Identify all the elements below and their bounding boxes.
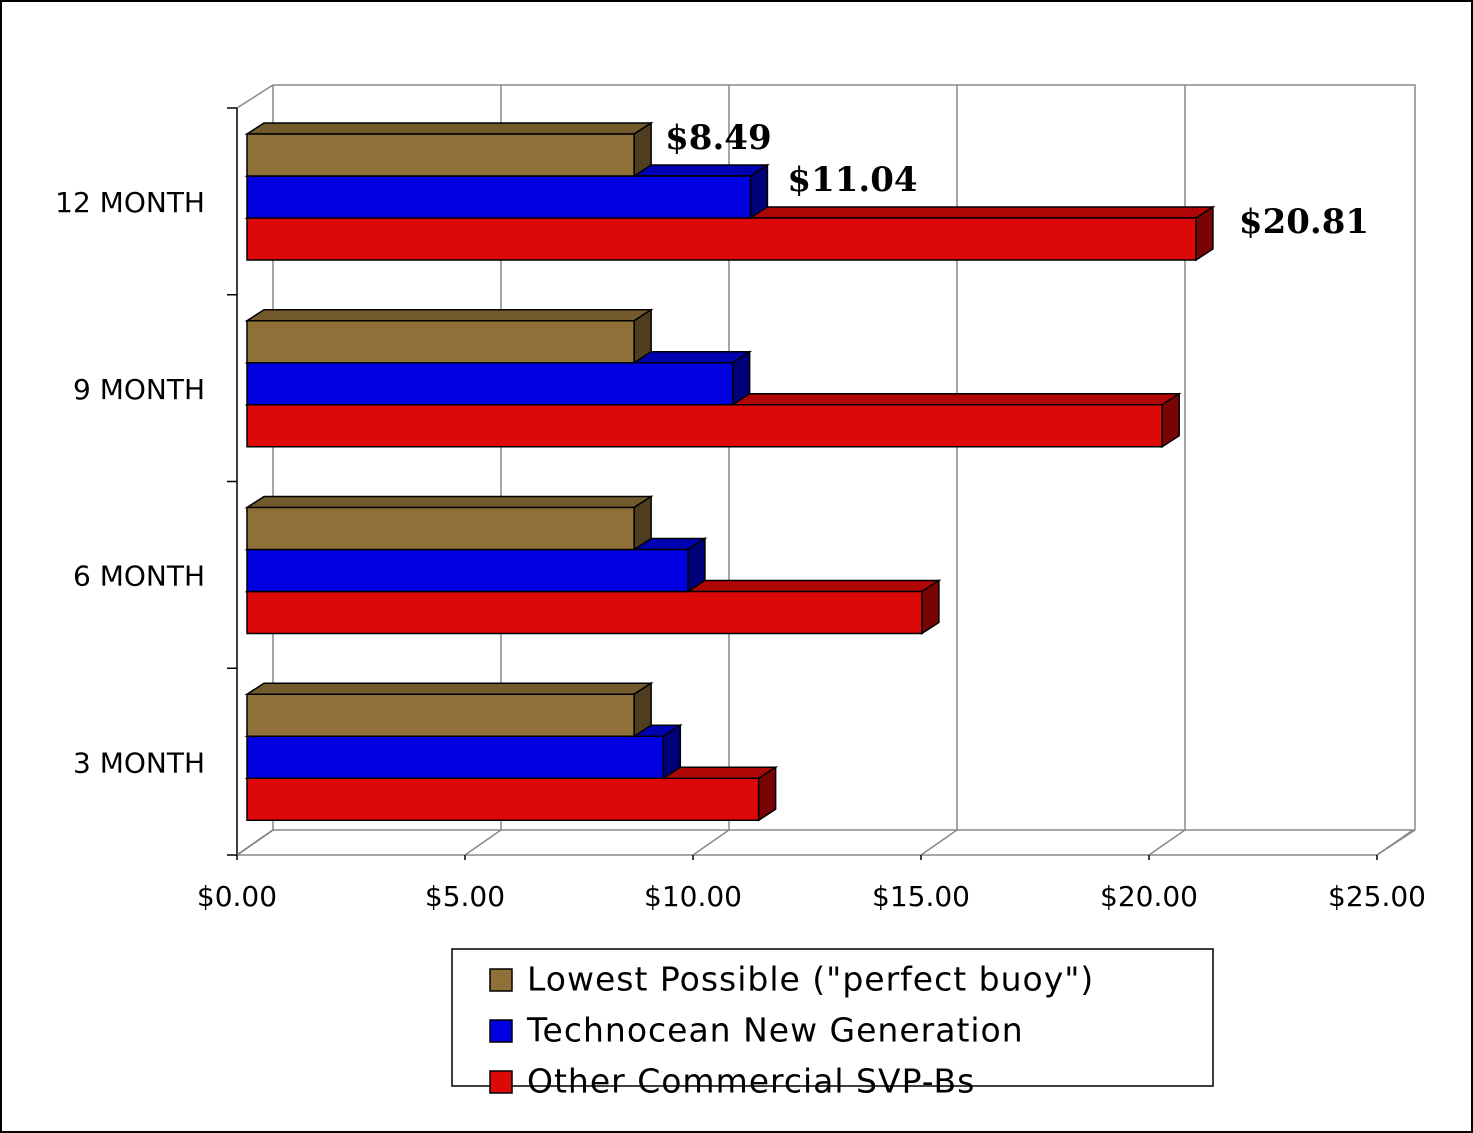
bar-top	[244, 309, 654, 322]
floor-line	[464, 829, 502, 856]
bar	[246, 590, 923, 635]
value-label: $20.81	[1239, 202, 1369, 242]
legend-label: Other Commercial SVP-Bs	[527, 1062, 975, 1101]
y-tick-label: 6 MONTH	[73, 560, 205, 593]
x-tick-label: $5.00	[425, 880, 505, 913]
bar	[246, 693, 635, 737]
floor-line	[1376, 829, 1414, 856]
legend-label: Lowest Possible ("perfect buoy")	[527, 960, 1094, 999]
floor-line	[236, 829, 274, 856]
bar	[246, 404, 1163, 448]
bar	[246, 777, 760, 821]
x-tick-label: $20.00	[1100, 880, 1198, 913]
y-tick-label: 3 MONTH	[73, 746, 205, 779]
x-tick-label: $0.00	[197, 880, 277, 913]
x-tick-label: $25.00	[1328, 880, 1426, 913]
x-tick-label: $10.00	[644, 880, 742, 913]
y-tick-label: 12 MONTH	[55, 186, 205, 219]
legend-label: Technocean New Generation	[526, 1011, 1024, 1050]
bar	[246, 362, 734, 406]
legend-swatch	[489, 1070, 513, 1094]
bar-top	[244, 682, 654, 695]
legend-swatch	[489, 968, 513, 992]
y-tick-label: 9 MONTH	[73, 373, 205, 406]
value-label: $8.49	[665, 118, 771, 158]
bar	[246, 506, 635, 551]
floor-line	[692, 829, 730, 856]
bar-top	[244, 495, 654, 509]
bar-top	[244, 122, 654, 135]
bar	[246, 735, 665, 779]
bar	[246, 133, 635, 177]
bar	[246, 320, 635, 364]
legend-swatch	[489, 1019, 513, 1043]
x-tick-label: $15.00	[872, 880, 970, 913]
value-label: $11.04	[787, 160, 917, 200]
legend	[451, 948, 1214, 1087]
floor-line	[1148, 829, 1186, 856]
back-wall	[236, 84, 1416, 830]
floor-line	[920, 829, 958, 856]
bar	[246, 548, 689, 593]
bar	[246, 175, 752, 219]
bar	[246, 217, 1197, 261]
